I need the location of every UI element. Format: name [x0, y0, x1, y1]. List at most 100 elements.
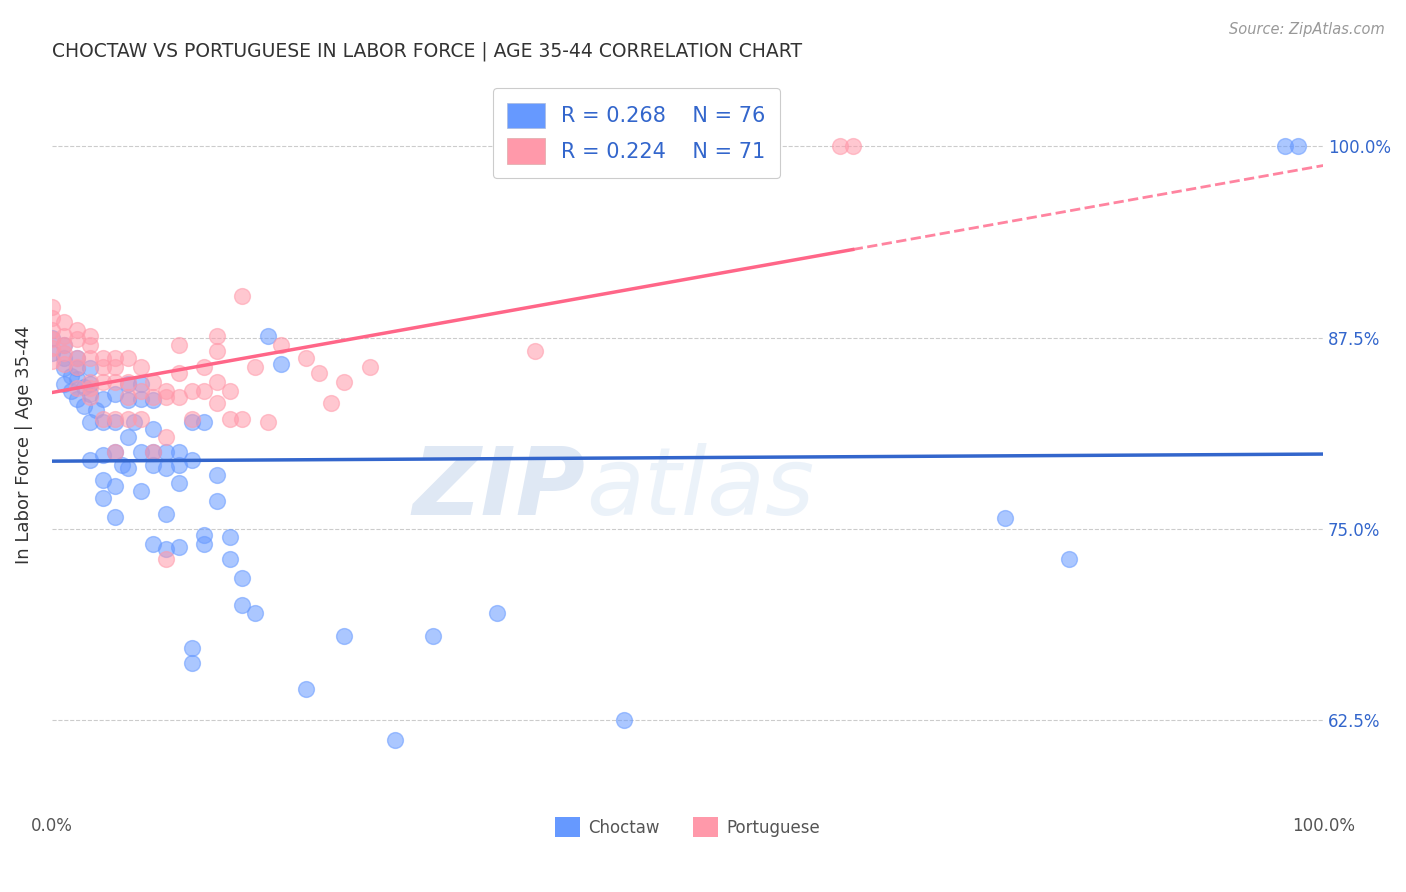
Y-axis label: In Labor Force | Age 35-44: In Labor Force | Age 35-44: [15, 326, 32, 564]
Legend: Choctaw, Portuguese: Choctaw, Portuguese: [548, 810, 827, 844]
Point: [142, 537, 165, 551]
Point: [59, 368, 82, 383]
Point: [53, 376, 76, 391]
Point: [205, 329, 228, 343]
Point: [104, 415, 127, 429]
Point: [41, 310, 63, 325]
Point: [1274, 139, 1296, 153]
Point: [129, 392, 152, 406]
Point: [117, 351, 139, 365]
Point: [53, 315, 76, 329]
Point: [91, 415, 114, 429]
Point: [205, 494, 228, 508]
Point: [193, 384, 215, 399]
Point: [129, 445, 152, 459]
Point: [117, 375, 139, 389]
Point: [142, 393, 165, 408]
Point: [53, 351, 76, 365]
Point: [53, 361, 76, 376]
Point: [422, 629, 444, 643]
Point: [84, 402, 107, 417]
Point: [142, 458, 165, 472]
Point: [193, 359, 215, 374]
Point: [155, 552, 177, 566]
Point: [257, 329, 280, 343]
Point: [308, 366, 330, 380]
Point: [180, 411, 202, 425]
Point: [321, 396, 343, 410]
Point: [117, 411, 139, 425]
Point: [384, 733, 406, 747]
Text: atlas: atlas: [586, 443, 814, 534]
Point: [66, 372, 89, 386]
Point: [205, 468, 228, 483]
Point: [124, 415, 146, 429]
Point: [167, 540, 190, 554]
Point: [231, 571, 253, 585]
Point: [231, 411, 253, 425]
Point: [104, 387, 127, 401]
Point: [270, 338, 292, 352]
Point: [155, 390, 177, 404]
Point: [180, 415, 202, 429]
Point: [205, 375, 228, 389]
Point: [91, 375, 114, 389]
Point: [104, 375, 127, 389]
Point: [333, 375, 356, 389]
Point: [41, 332, 63, 346]
Point: [243, 359, 266, 374]
Point: [79, 361, 101, 376]
Point: [91, 411, 114, 425]
Point: [79, 375, 101, 389]
Point: [72, 379, 94, 393]
Point: [828, 139, 851, 153]
Point: [295, 351, 318, 365]
Point: [111, 458, 134, 472]
Point: [66, 332, 89, 346]
Point: [359, 359, 381, 374]
Point: [41, 342, 63, 356]
Point: [91, 473, 114, 487]
Point: [155, 430, 177, 444]
Point: [117, 460, 139, 475]
Point: [41, 331, 63, 345]
Point: [333, 629, 356, 643]
Point: [117, 430, 139, 444]
Point: [104, 479, 127, 493]
Point: [167, 338, 190, 352]
Point: [167, 475, 190, 490]
Point: [523, 344, 546, 359]
Point: [193, 415, 215, 429]
Point: [104, 359, 127, 374]
Text: CHOCTAW VS PORTUGUESE IN LABOR FORCE | AGE 35-44 CORRELATION CHART: CHOCTAW VS PORTUGUESE IN LABOR FORCE | A…: [52, 42, 801, 62]
Point: [180, 641, 202, 656]
Point: [1057, 552, 1080, 566]
Point: [129, 359, 152, 374]
Point: [79, 415, 101, 429]
Point: [613, 713, 636, 727]
Point: [53, 338, 76, 352]
Point: [243, 606, 266, 620]
Text: Source: ZipAtlas.com: Source: ZipAtlas.com: [1229, 22, 1385, 37]
Point: [79, 329, 101, 343]
Point: [41, 353, 63, 368]
Point: [104, 351, 127, 365]
Point: [79, 387, 101, 401]
Point: [270, 357, 292, 371]
Point: [104, 411, 127, 425]
Point: [231, 599, 253, 613]
Point: [155, 384, 177, 399]
Point: [66, 361, 89, 376]
Point: [66, 392, 89, 406]
Point: [180, 453, 202, 467]
Point: [117, 390, 139, 404]
Point: [257, 415, 280, 429]
Point: [79, 376, 101, 391]
Point: [104, 445, 127, 459]
Point: [53, 329, 76, 343]
Point: [79, 453, 101, 467]
Point: [155, 460, 177, 475]
Point: [193, 537, 215, 551]
Point: [994, 511, 1017, 525]
Point: [231, 289, 253, 303]
